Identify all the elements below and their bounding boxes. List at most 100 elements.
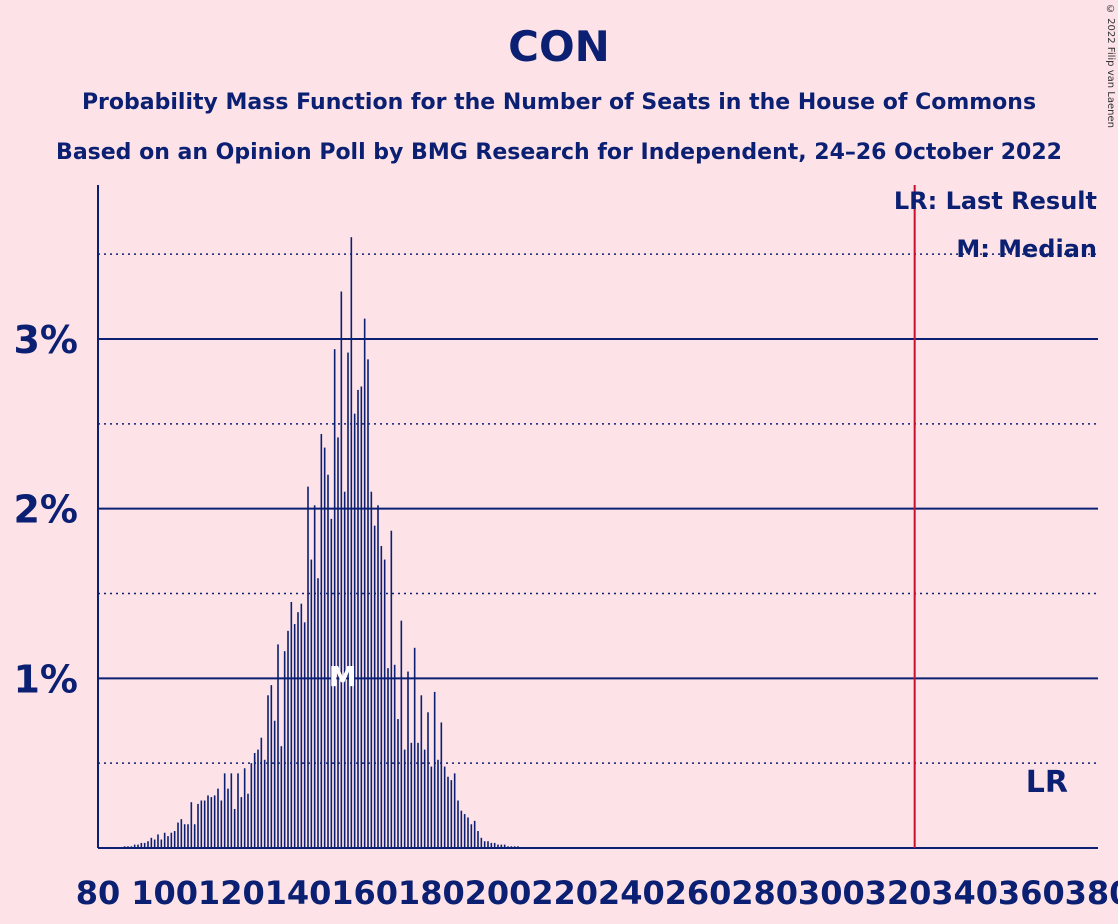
y-tick-label: 2% (13, 488, 78, 532)
bar (270, 685, 273, 848)
bar (263, 759, 266, 848)
bar (193, 824, 196, 848)
bar (333, 349, 336, 848)
bar (443, 766, 446, 848)
bar (143, 842, 146, 848)
bar (357, 389, 359, 848)
bar (497, 844, 499, 848)
bar (227, 788, 229, 848)
x-tick-label: 360 (998, 874, 1065, 912)
bar (410, 742, 413, 848)
bar (413, 647, 416, 848)
bar (210, 797, 213, 848)
bar (283, 651, 286, 848)
bar (383, 559, 386, 848)
legend-last-result: LR: Last Result (894, 187, 1097, 215)
bar (297, 612, 299, 848)
bar (453, 773, 456, 848)
bar (147, 841, 149, 848)
bar (137, 844, 139, 848)
x-tick-label: 220 (531, 874, 598, 912)
x-tick-label: 380 (1065, 874, 1118, 912)
x-tick-label: 100 (131, 874, 198, 912)
bar (407, 671, 409, 848)
bar (223, 773, 226, 848)
bar (280, 746, 283, 848)
bar (337, 437, 339, 848)
bar (310, 559, 313, 848)
bar (470, 824, 473, 848)
x-tick-label: 140 (265, 874, 332, 912)
x-tick-label: 340 (931, 874, 998, 912)
bar (173, 831, 176, 848)
bar (187, 824, 189, 848)
bar (437, 759, 439, 848)
bar (257, 749, 259, 848)
bar (160, 839, 163, 848)
bar (420, 695, 423, 848)
bar (230, 773, 233, 848)
bar (473, 820, 476, 848)
bar (177, 822, 179, 848)
bar (267, 695, 269, 848)
bar (460, 810, 463, 848)
bar (363, 318, 366, 848)
bar (207, 795, 209, 848)
bar (247, 793, 249, 848)
bar (447, 776, 449, 848)
x-tick-label: 240 (598, 874, 665, 912)
median-label: M (329, 660, 357, 693)
bar (220, 800, 223, 848)
x-tick-label: 280 (731, 874, 798, 912)
bar (307, 486, 309, 848)
bar (477, 831, 479, 848)
bar (320, 434, 323, 848)
bar (487, 841, 489, 848)
bar (167, 836, 169, 848)
bar (440, 722, 443, 848)
copyright-notice: © 2022 Filip van Laenen (1105, 4, 1116, 128)
bar (203, 800, 206, 848)
x-tick-label: 160 (331, 874, 398, 912)
bar (380, 545, 383, 848)
bars (123, 237, 519, 848)
bar (403, 749, 406, 848)
bar (390, 530, 393, 848)
x-tick-label: 180 (398, 874, 465, 912)
bar (450, 780, 453, 848)
bar (427, 712, 429, 848)
bar (290, 601, 293, 848)
legend-median: M: Median (956, 235, 1097, 263)
x-tick-label: 120 (198, 874, 265, 912)
bar (500, 844, 503, 848)
bar (490, 842, 493, 848)
chart-subtitle-2: Based on an Opinion Poll by BMG Research… (56, 140, 1062, 165)
chart-subtitle-1: Probability Mass Function for the Number… (81, 90, 1037, 115)
bar (300, 603, 303, 848)
bar (503, 844, 506, 848)
bar (350, 237, 353, 848)
bar (417, 742, 419, 848)
bar (277, 644, 279, 848)
bar (163, 832, 166, 848)
bar (190, 802, 193, 848)
y-tick-label: 1% (13, 657, 78, 701)
x-tick-label: 320 (865, 874, 932, 912)
bar (463, 814, 466, 848)
bar (493, 842, 496, 848)
bar (217, 788, 219, 848)
bar (180, 819, 183, 848)
bar (377, 505, 379, 848)
x-tick-label: 300 (798, 874, 865, 912)
x-tick-label: 200 (465, 874, 532, 912)
bar (433, 691, 436, 848)
bar (240, 797, 243, 848)
bar (317, 578, 319, 848)
bar (327, 474, 329, 848)
bar (153, 839, 156, 848)
annotations: LR M LR: Last Result M: Median (329, 185, 1097, 848)
bar (483, 841, 486, 848)
bar (253, 752, 256, 848)
bar (343, 491, 346, 848)
